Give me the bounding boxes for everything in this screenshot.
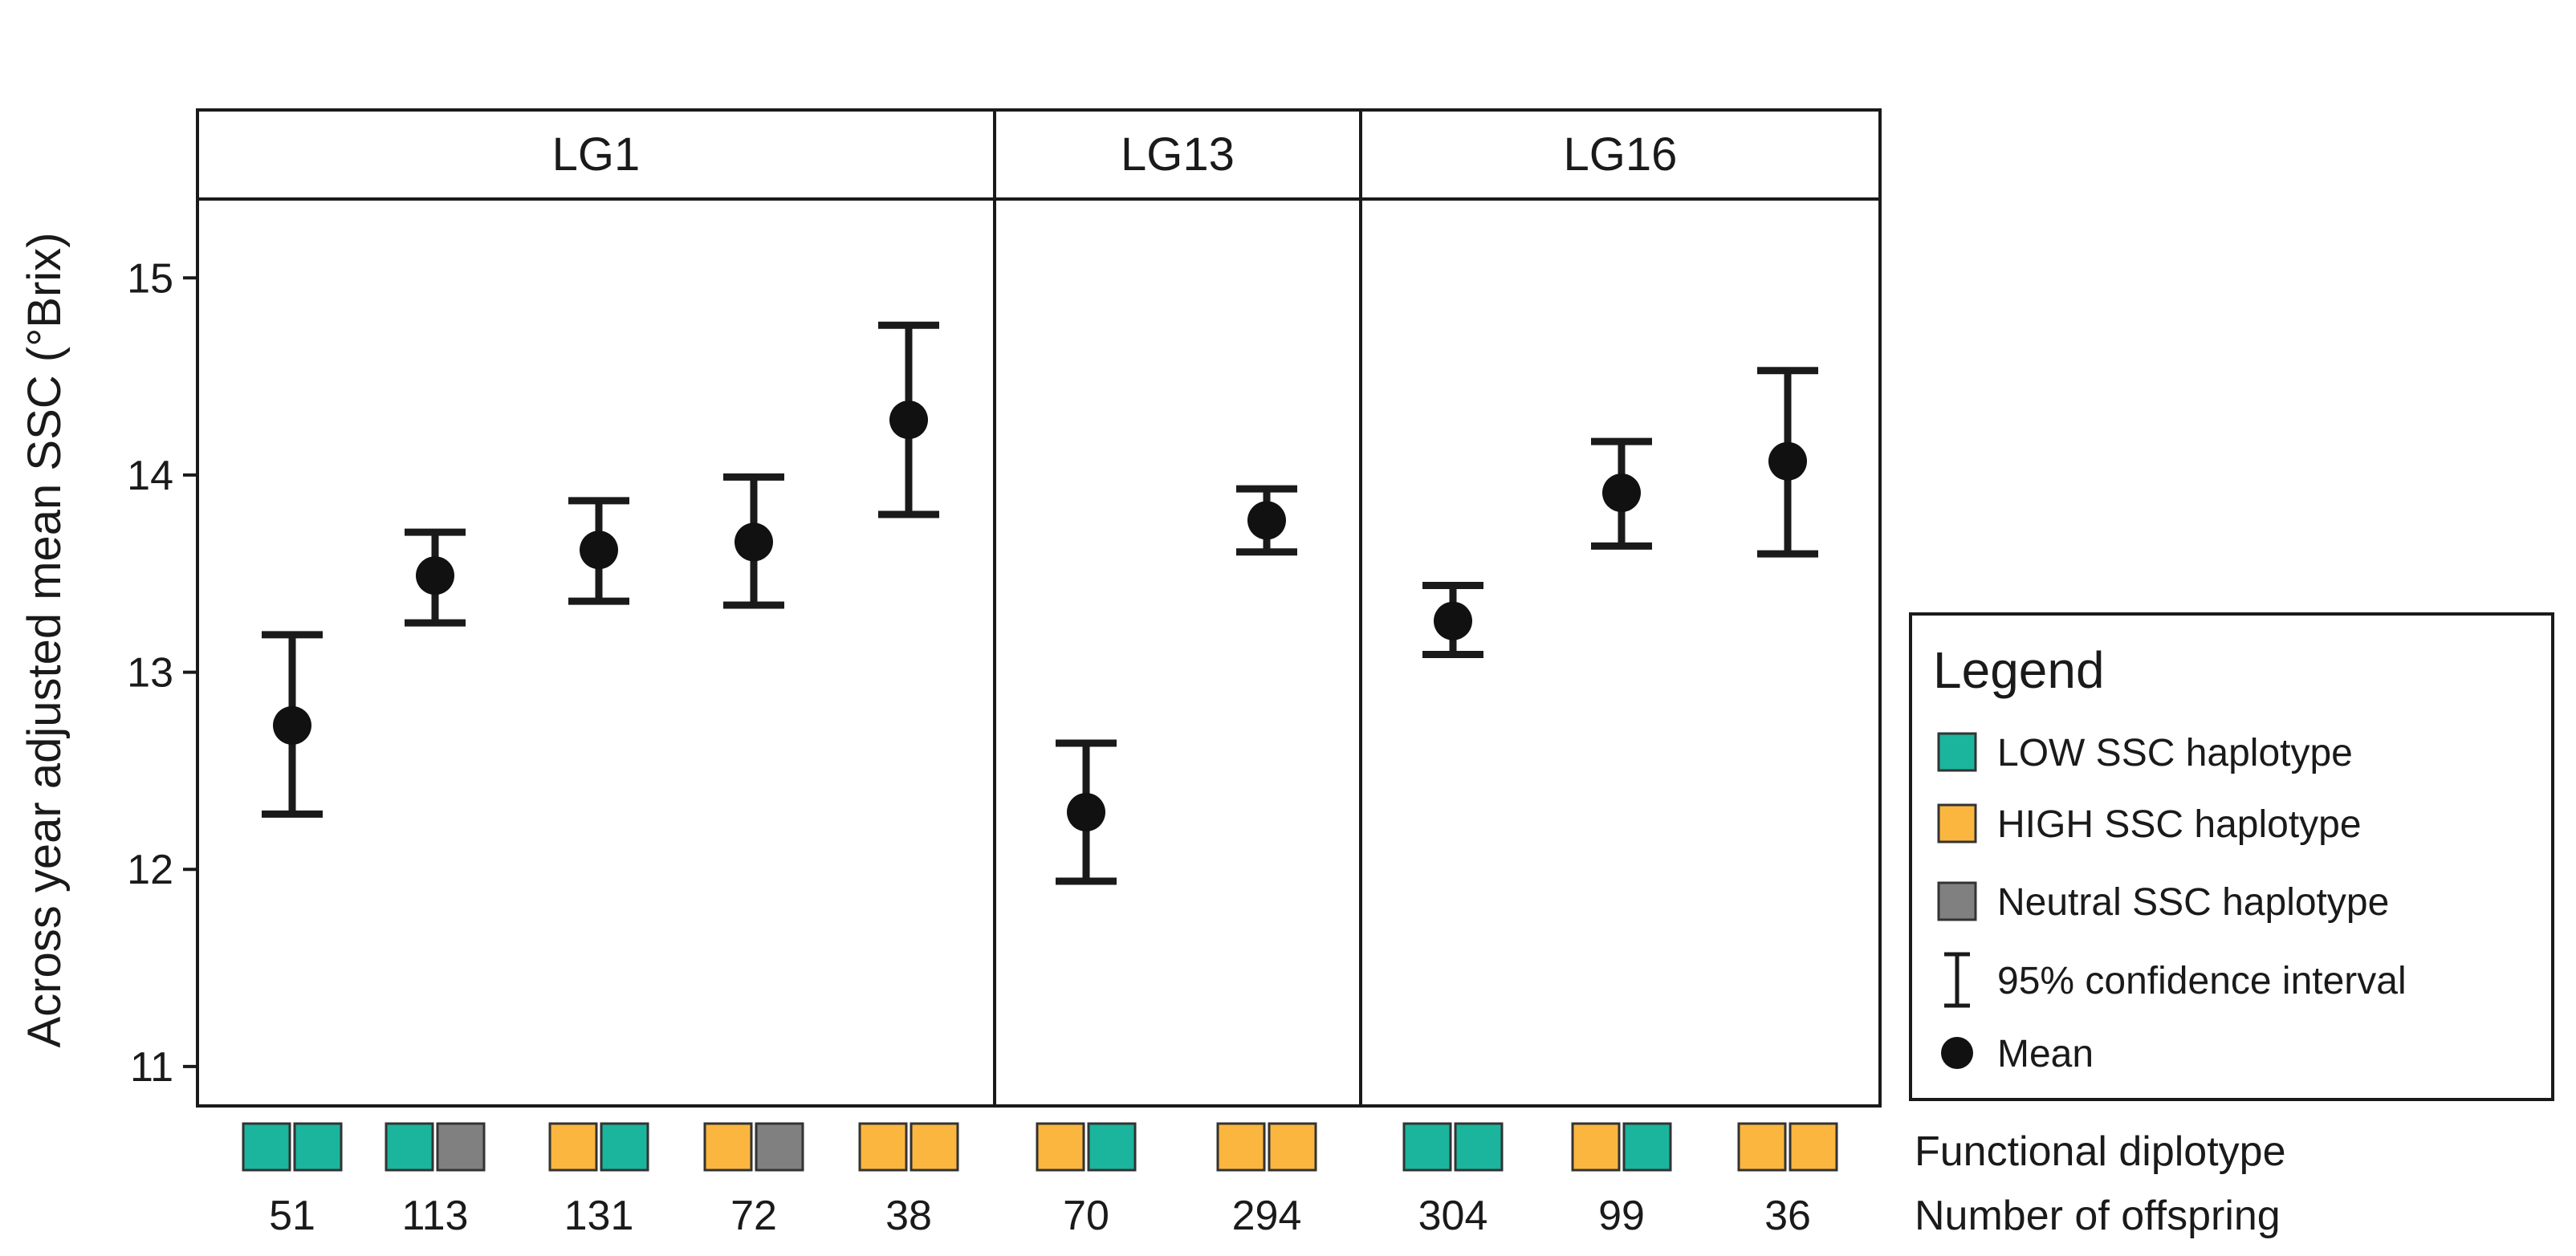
diplotype-swatch-high — [703, 1122, 753, 1172]
diplotype-swatch-high — [548, 1122, 598, 1172]
diplotype-swatch-low — [242, 1122, 291, 1172]
diplotype-swatch-neutral — [436, 1122, 486, 1172]
mean-point — [735, 522, 773, 562]
diplotype-swatch-high — [1789, 1122, 1838, 1172]
offspring-count: 38 — [885, 1193, 932, 1239]
diplotype-swatch-high — [910, 1122, 959, 1172]
row-label-diplotype: Functional diplotype — [1915, 1128, 2286, 1175]
panel-label-lg16: LG16 — [1564, 128, 1678, 181]
y-tick-label: 13 — [127, 650, 173, 697]
legend-swatch-neutral — [1937, 881, 1977, 921]
legend-item-label: Neutral SSC haplotype — [1997, 881, 2389, 924]
y-tick-label: 11 — [130, 1044, 173, 1091]
offspring-count: 70 — [1063, 1193, 1109, 1239]
y-tick-label: 14 — [127, 453, 173, 499]
legend-title: Legend — [1933, 641, 2105, 699]
offspring-count: 99 — [1598, 1193, 1645, 1239]
legend-box — [1909, 612, 2554, 1101]
offspring-count: 131 — [564, 1193, 634, 1239]
diplotype-swatch-low — [1622, 1122, 1672, 1172]
diplotype-swatch-high — [1571, 1122, 1621, 1172]
diplotype-swatch-low — [1454, 1122, 1504, 1172]
mean-point — [889, 400, 928, 440]
diplotype-swatch-low — [385, 1122, 434, 1172]
legend-item-label: Mean — [1997, 1033, 2094, 1075]
offspring-count: 36 — [1764, 1193, 1811, 1239]
y-axis-title: Across year adjusted mean SSC (°Brix) — [18, 233, 71, 1048]
y-tick-label: 15 — [127, 255, 173, 302]
y-tick-label: 12 — [127, 847, 173, 893]
legend-item-label: HIGH SSC haplotype — [1997, 803, 2362, 846]
diplotype-swatch-neutral — [755, 1122, 804, 1172]
mean-point — [1247, 501, 1286, 540]
offspring-count: 113 — [402, 1193, 469, 1239]
legend-swatch-high — [1937, 803, 1977, 843]
offspring-count: 51 — [269, 1193, 315, 1239]
panel-label-lg1: LG1 — [552, 128, 641, 181]
row-label-offspring: Number of offspring — [1915, 1193, 2281, 1239]
legend-item-label: LOW SSC haplotype — [1997, 732, 2353, 774]
diplotype-swatch-high — [1737, 1122, 1787, 1172]
offspring-count: 304 — [1418, 1193, 1488, 1239]
legend-dot-icon — [1941, 1037, 1973, 1069]
diplotype-swatch-high — [1036, 1122, 1085, 1172]
diplotype-swatch-low — [293, 1122, 343, 1172]
mean-point — [1434, 601, 1472, 640]
mean-point — [1768, 441, 1807, 481]
offspring-count: 294 — [1232, 1193, 1302, 1239]
mean-point — [580, 530, 618, 570]
diplotype-swatch-high — [858, 1122, 908, 1172]
mean-point — [416, 556, 454, 595]
diplotype-swatch-low — [600, 1122, 649, 1172]
panel-label-lg13: LG13 — [1121, 128, 1235, 181]
legend-item-label: 95% confidence interval — [1997, 960, 2407, 1002]
mean-point — [1067, 792, 1105, 831]
diplotype-swatch-high — [1268, 1122, 1317, 1172]
legend-swatch-low — [1937, 732, 1977, 772]
offspring-count: 72 — [730, 1193, 777, 1239]
plot-frame — [196, 108, 1882, 1108]
diplotype-swatch-low — [1402, 1122, 1452, 1172]
mean-point — [273, 705, 311, 745]
mean-point — [1602, 474, 1641, 513]
diplotype-swatch-low — [1087, 1122, 1137, 1172]
diplotype-swatch-high — [1216, 1122, 1266, 1172]
